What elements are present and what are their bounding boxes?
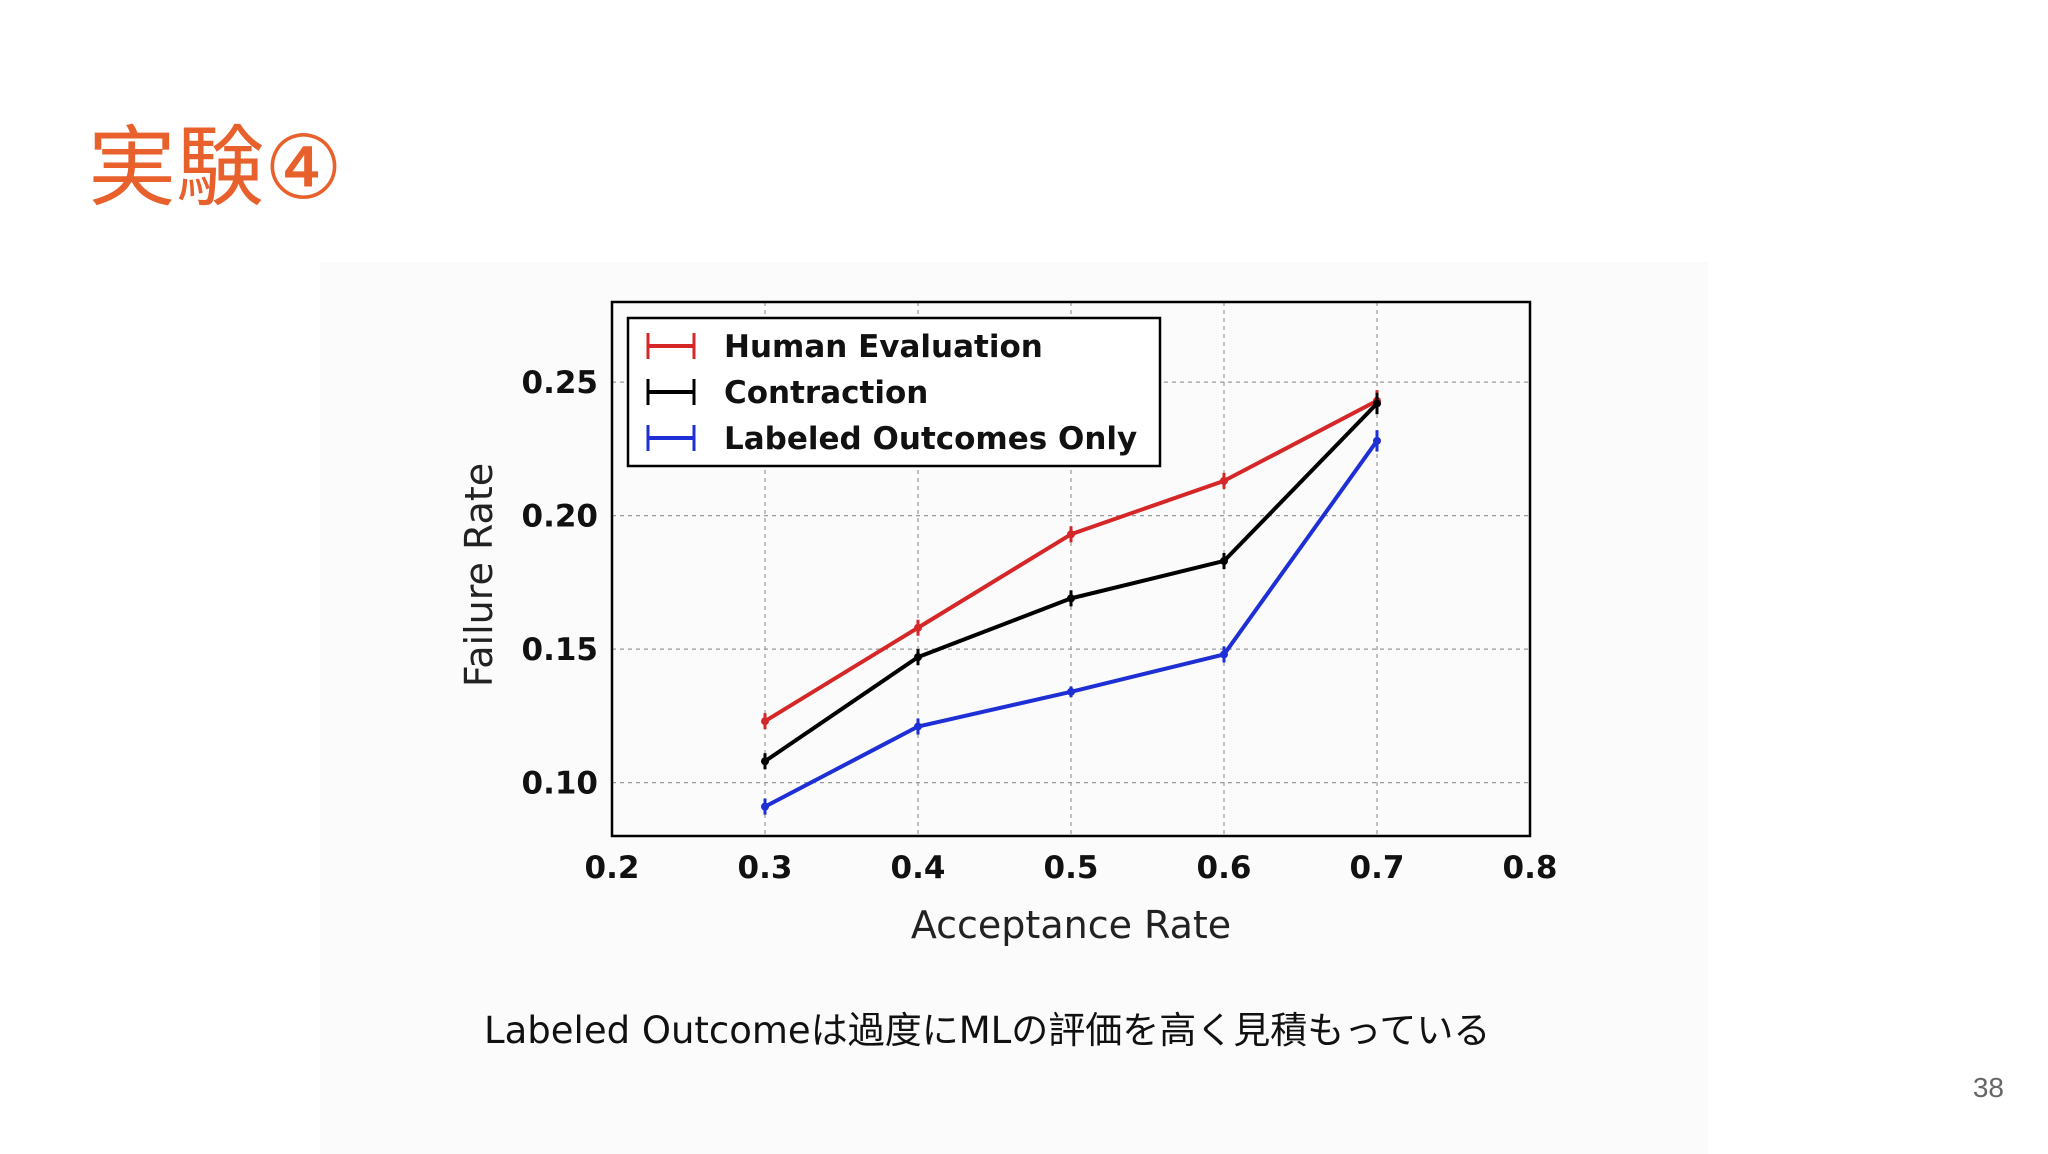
- y-tick-labels: 0.10 0.15 0.20 0.25: [522, 365, 599, 801]
- x-tick-label: 0.8: [1503, 850, 1558, 886]
- x-tick-label: 0.5: [1044, 850, 1099, 886]
- x-tick-label: 0.7: [1350, 850, 1405, 886]
- y-tick-label: 0.15: [522, 632, 599, 668]
- legend-item: Labeled Outcomes Only: [646, 421, 1137, 457]
- x-tick-label: 0.4: [891, 850, 946, 886]
- legend-box: [626, 316, 1162, 468]
- data-point: [914, 653, 922, 662]
- x-tick-label: 0.2: [585, 850, 640, 886]
- plot-frame: [610, 300, 1532, 838]
- x-tick-label: 0.6: [1197, 850, 1252, 886]
- legend-label: Labeled Outcomes Only: [724, 421, 1137, 457]
- legend-item: Human Evaluation: [646, 329, 1043, 365]
- series-contraction: [761, 392, 1381, 770]
- data-point: [914, 623, 922, 632]
- data-point: [761, 802, 769, 811]
- data-point: [1220, 556, 1228, 565]
- y-tick-label: 0.25: [522, 365, 599, 401]
- y-tick-label: 0.20: [522, 499, 599, 535]
- legend: Human Evaluation Contraction Labeled Outco…: [626, 316, 1162, 468]
- page-number: 38: [1972, 1072, 2004, 1103]
- x-tick-label: 0.3: [738, 850, 793, 886]
- data-point: [1220, 476, 1228, 485]
- data-point: [1067, 687, 1075, 696]
- data-point: [1373, 399, 1381, 408]
- series-lines: [761, 390, 1381, 815]
- y-axis-label: Failure Rate: [457, 463, 501, 687]
- failure-rate-chart: 0.2 0.3 0.4 0.5 0.6 0.7 0.8 0.10 0.15 0.20 0.25 A…: [457, 300, 1558, 947]
- legend-label: Human Evaluation: [724, 329, 1043, 365]
- slide-caption: Labeled Outcomeは過度にMLの評価を高く見積もっている: [484, 1009, 1491, 1052]
- data-point: [1067, 594, 1075, 603]
- data-point: [761, 757, 769, 766]
- data-point: [1220, 650, 1228, 659]
- slide-title: 実験④: [88, 116, 343, 219]
- data-point: [914, 722, 922, 731]
- x-axis-label: Acceptance Rate: [911, 903, 1231, 947]
- data-point: [1067, 530, 1075, 539]
- legend-item: Contraction: [646, 375, 928, 411]
- data-point: [1373, 436, 1381, 445]
- data-point: [761, 717, 769, 726]
- legend-label: Contraction: [724, 375, 928, 411]
- series-labeled-outcomes-only: [761, 430, 1381, 815]
- x-tick-labels: 0.2 0.3 0.4 0.5 0.6 0.7 0.8: [585, 850, 1558, 886]
- y-tick-label: 0.10: [522, 766, 599, 802]
